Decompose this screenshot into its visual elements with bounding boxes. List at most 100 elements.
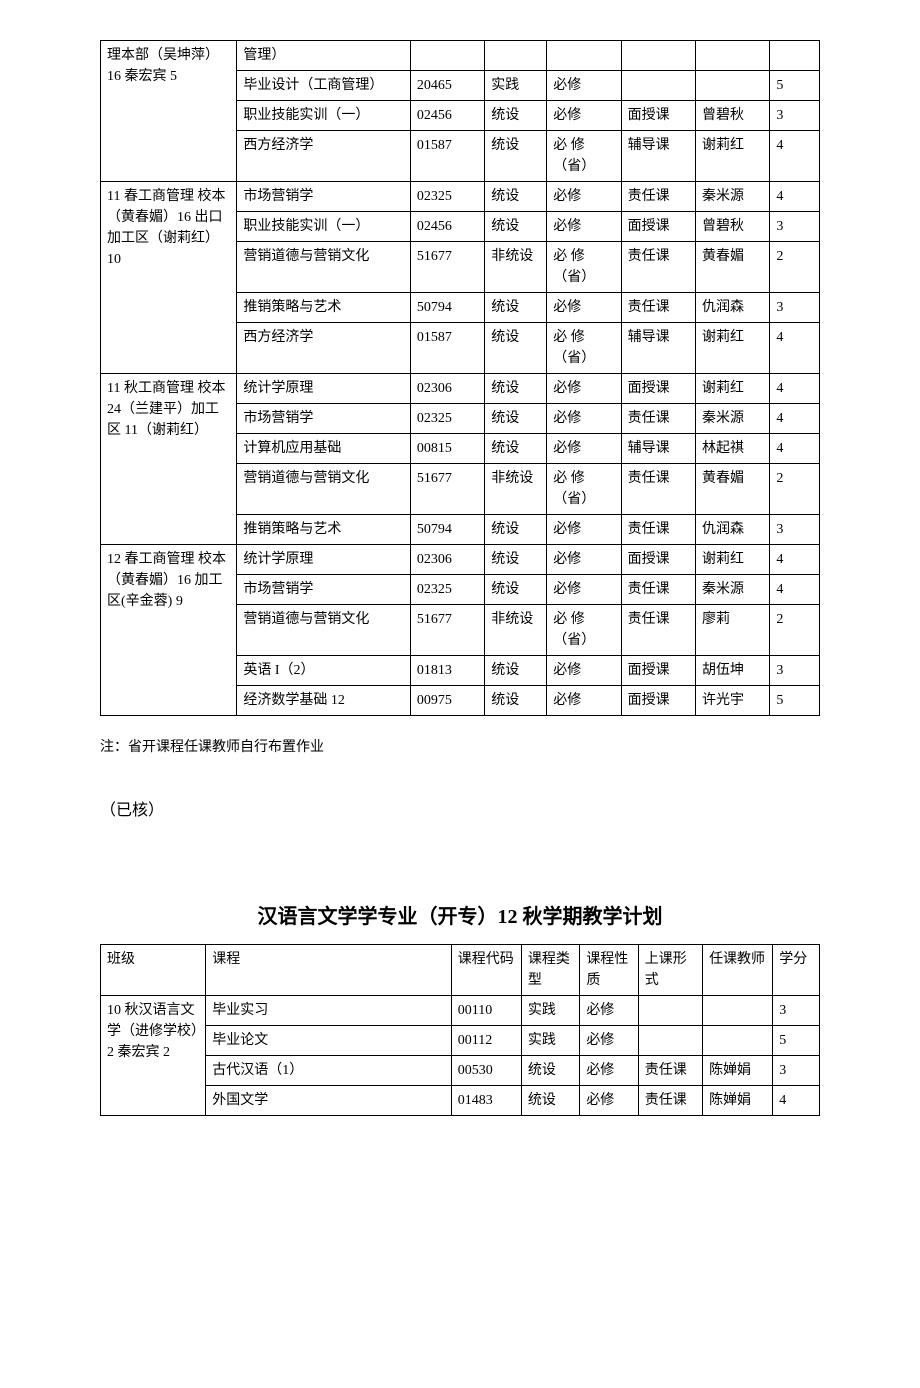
nature-cell: 必修 — [547, 374, 621, 404]
format-cell: 责任课 — [621, 575, 695, 605]
teacher-cell: 胡伍坤 — [696, 656, 770, 686]
class-cell: 11 春工商管理 校本（黄春媚）16 出口加工区（谢莉红）10 — [101, 182, 237, 374]
format-cell — [621, 71, 695, 101]
type-cell: 统设 — [485, 293, 547, 323]
course-cell: 毕业实习 — [206, 996, 452, 1026]
teacher-cell: 黄春媚 — [696, 464, 770, 515]
course-cell: 统计学原理 — [237, 545, 411, 575]
format-cell: 责任课 — [621, 242, 695, 293]
header-credit: 学分 — [773, 945, 820, 996]
header-teacher: 任课教师 — [703, 945, 773, 996]
code-cell: 00815 — [410, 434, 484, 464]
teacher-cell: 陈婵娟 — [703, 1086, 773, 1116]
approved-text: （已核） — [100, 796, 820, 820]
type-cell: 非统设 — [485, 605, 547, 656]
code-cell: 51677 — [410, 464, 484, 515]
credit-cell: 3 — [770, 293, 820, 323]
course-cell: 统计学原理 — [237, 374, 411, 404]
teacher-cell — [696, 41, 770, 71]
code-cell: 01587 — [410, 131, 484, 182]
code-cell: 02456 — [410, 101, 484, 131]
nature-cell: 必修 — [547, 71, 621, 101]
teacher-cell — [703, 996, 773, 1026]
type-cell: 实践 — [485, 71, 547, 101]
format-cell: 面授课 — [621, 545, 695, 575]
type-cell: 实践 — [521, 996, 579, 1026]
format-cell: 责任课 — [621, 464, 695, 515]
class-cell: 理本部（吴坤萍）16 秦宏宾 5 — [101, 41, 237, 182]
credit-cell: 4 — [770, 404, 820, 434]
course-cell: 外国文学 — [206, 1086, 452, 1116]
type-cell: 统设 — [485, 101, 547, 131]
course-table-1: 理本部（吴坤萍）16 秦宏宾 5 管理） 毕业设计（工商管理） 20465 实践… — [100, 40, 820, 716]
code-cell: 00530 — [451, 1056, 521, 1086]
nature-cell: 必 修（省） — [547, 323, 621, 374]
nature-cell: 必 修（省） — [547, 605, 621, 656]
credit-cell: 4 — [770, 182, 820, 212]
type-cell: 统设 — [485, 212, 547, 242]
nature-cell: 必修 — [580, 996, 638, 1026]
code-cell: 20465 — [410, 71, 484, 101]
format-cell: 责任课 — [621, 182, 695, 212]
format-cell: 责任课 — [621, 515, 695, 545]
nature-cell: 必修 — [580, 1026, 638, 1056]
nature-cell: 必修 — [580, 1056, 638, 1086]
credit-cell: 2 — [770, 605, 820, 656]
type-cell: 统设 — [485, 656, 547, 686]
credit-cell: 4 — [770, 575, 820, 605]
course-cell: 市场营销学 — [237, 182, 411, 212]
format-cell: 责任课 — [621, 293, 695, 323]
format-cell: 面授课 — [621, 101, 695, 131]
format-cell: 辅导课 — [621, 323, 695, 374]
format-cell: 面授课 — [621, 212, 695, 242]
teacher-cell: 许光宇 — [696, 686, 770, 716]
credit-cell: 4 — [770, 545, 820, 575]
type-cell: 非统设 — [485, 464, 547, 515]
nature-cell: 必 修（省） — [547, 131, 621, 182]
course-cell: 毕业设计（工商管理） — [237, 71, 411, 101]
course-cell: 市场营销学 — [237, 404, 411, 434]
course-cell: 管理） — [237, 41, 411, 71]
type-cell: 统设 — [485, 374, 547, 404]
course-cell: 西方经济学 — [237, 323, 411, 374]
nature-cell: 必修 — [547, 434, 621, 464]
format-cell: 责任课 — [638, 1086, 702, 1116]
code-cell: 50794 — [410, 515, 484, 545]
nature-cell — [547, 41, 621, 71]
type-cell: 统设 — [485, 545, 547, 575]
type-cell: 统设 — [485, 515, 547, 545]
code-cell: 51677 — [410, 605, 484, 656]
nature-cell: 必 修（省） — [547, 242, 621, 293]
teacher-cell: 秦米源 — [696, 404, 770, 434]
teacher-cell: 仇润森 — [696, 293, 770, 323]
course-cell: 英语 I（2） — [237, 656, 411, 686]
code-cell: 01587 — [410, 323, 484, 374]
header-format: 上课形式 — [638, 945, 702, 996]
header-nature: 课程性质 — [580, 945, 638, 996]
format-cell — [638, 1026, 702, 1056]
credit-cell: 2 — [770, 242, 820, 293]
teacher-cell: 秦米源 — [696, 182, 770, 212]
credit-cell: 3 — [773, 996, 820, 1026]
course-cell: 毕业论文 — [206, 1026, 452, 1056]
code-cell: 02456 — [410, 212, 484, 242]
credit-cell: 3 — [770, 515, 820, 545]
teacher-cell: 谢莉红 — [696, 131, 770, 182]
course-cell: 计算机应用基础 — [237, 434, 411, 464]
credit-cell: 5 — [773, 1026, 820, 1056]
nature-cell: 必修 — [547, 575, 621, 605]
class-cell: 10 秋汉语言文学（进修学校）2 秦宏宾 2 — [101, 996, 206, 1116]
type-cell: 非统设 — [485, 242, 547, 293]
type-cell: 统设 — [485, 404, 547, 434]
credit-cell: 3 — [770, 656, 820, 686]
header-code: 课程代码 — [451, 945, 521, 996]
credit-cell: 4 — [770, 434, 820, 464]
nature-cell: 必修 — [547, 515, 621, 545]
credit-cell: 3 — [773, 1056, 820, 1086]
format-cell — [638, 996, 702, 1026]
code-cell: 02325 — [410, 182, 484, 212]
code-cell: 00110 — [451, 996, 521, 1026]
nature-cell: 必 修（省） — [547, 464, 621, 515]
credit-cell: 2 — [770, 464, 820, 515]
type-cell: 统设 — [485, 182, 547, 212]
